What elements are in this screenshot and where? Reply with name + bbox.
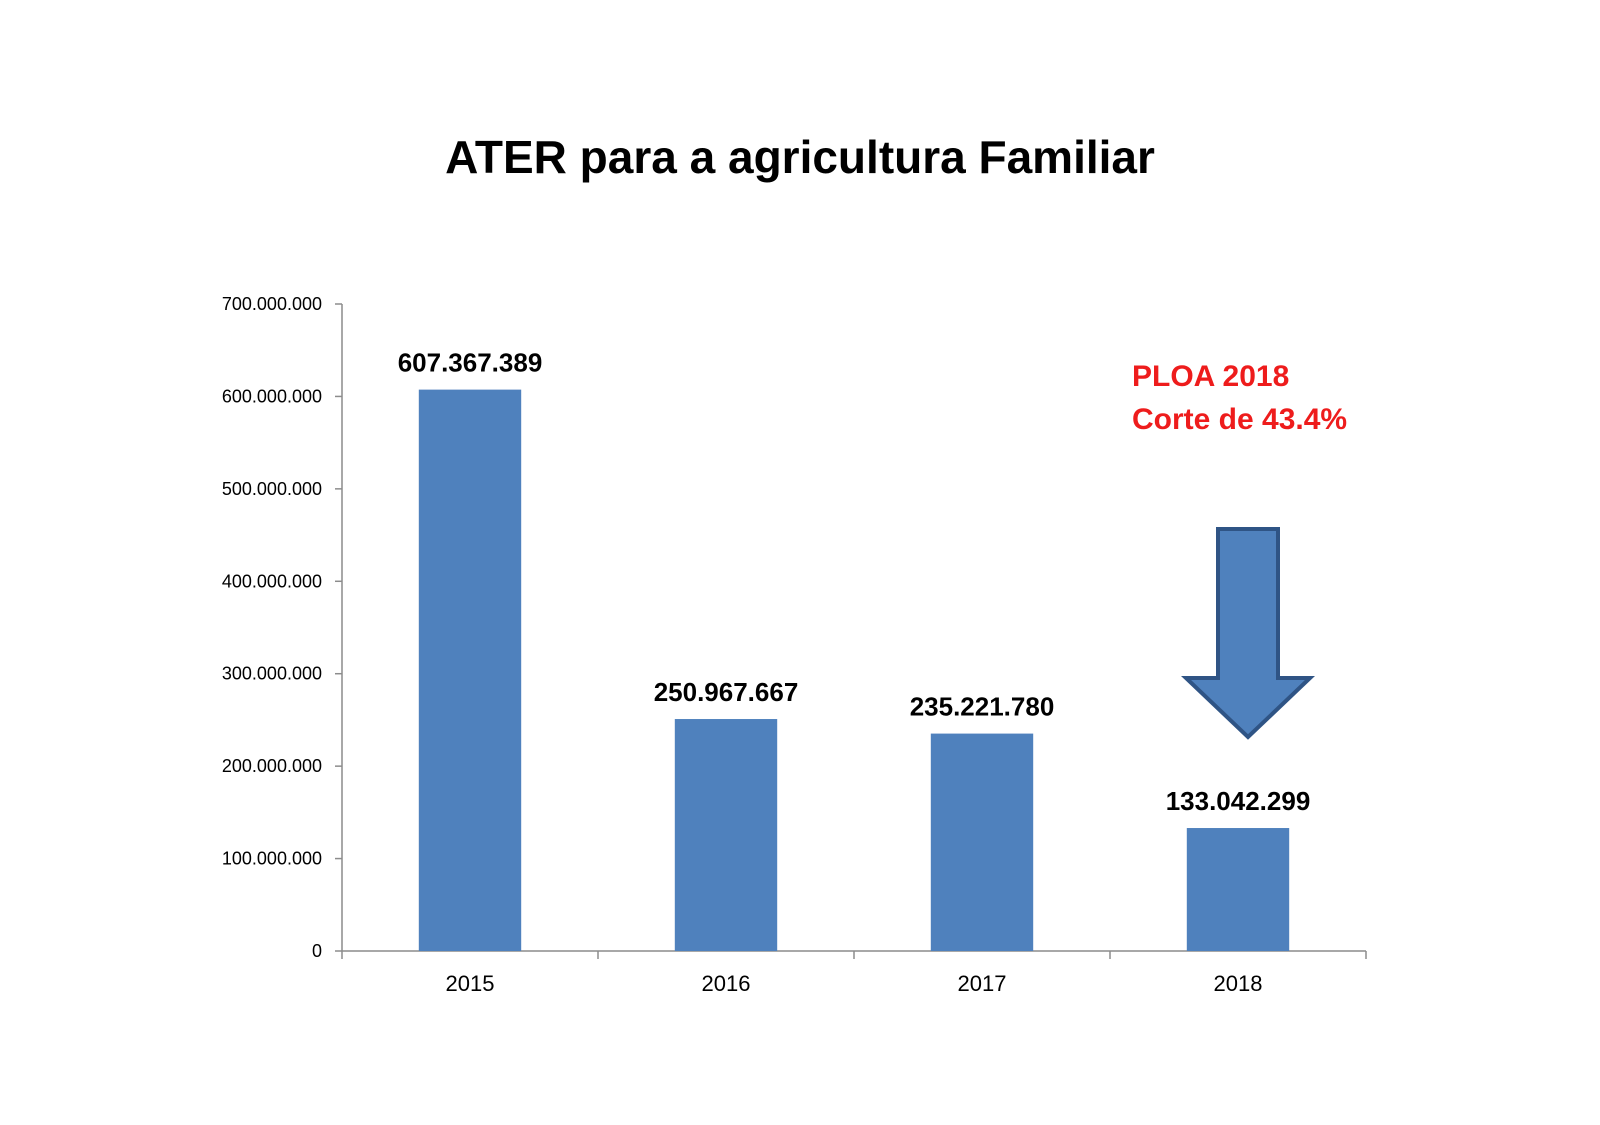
y-tick-label: 200.000.000 xyxy=(222,756,322,776)
chart-labels: 0 100.000.000 200.000.000 300.000.000 400.00… xyxy=(222,294,1310,996)
y-tick-label: 300.000.000 xyxy=(222,664,322,684)
data-label-2017: 235.221.780 xyxy=(910,692,1055,722)
chart-title: ATER para a agricultura Familiar xyxy=(445,131,1155,183)
chart-bars xyxy=(418,389,1290,951)
x-tick-label-2017: 2017 xyxy=(958,971,1007,996)
y-tick-label: 600.000.000 xyxy=(222,386,322,406)
y-tick-label: 700.000.000 xyxy=(222,294,322,314)
bar-2015 xyxy=(418,389,522,951)
annotation-ploa: PLOA 2018 xyxy=(1132,360,1290,393)
down-arrow-icon xyxy=(1180,527,1316,740)
x-tick-label-2016: 2016 xyxy=(702,971,751,996)
bar-2017 xyxy=(930,733,1034,951)
data-label-2015: 607.367.389 xyxy=(398,348,543,378)
data-label-2016: 250.967.667 xyxy=(654,677,799,707)
bar-2016 xyxy=(674,719,778,951)
y-tick-label: 500.000.000 xyxy=(222,479,322,499)
y-tick-label: 0 xyxy=(312,941,322,961)
x-tick-label-2018: 2018 xyxy=(1214,971,1263,996)
y-tick-label: 400.000.000 xyxy=(222,571,322,591)
x-tick-label-2015: 2015 xyxy=(446,971,495,996)
annotation-corte: Corte de 43.4% xyxy=(1132,403,1348,436)
data-label-2018: 133.042.299 xyxy=(1166,786,1311,816)
y-tick-label: 100.000.000 xyxy=(222,849,322,869)
bar-2018 xyxy=(1186,828,1290,951)
